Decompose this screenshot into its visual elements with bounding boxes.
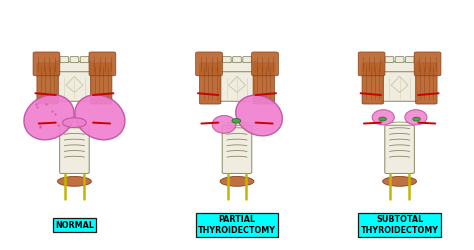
Ellipse shape [24, 95, 74, 140]
FancyBboxPatch shape [233, 57, 241, 62]
FancyBboxPatch shape [33, 52, 60, 76]
Ellipse shape [405, 110, 427, 125]
FancyBboxPatch shape [60, 57, 69, 62]
FancyBboxPatch shape [222, 57, 231, 62]
FancyBboxPatch shape [252, 52, 278, 76]
FancyBboxPatch shape [91, 63, 112, 104]
Polygon shape [219, 71, 255, 101]
Ellipse shape [372, 110, 394, 125]
FancyBboxPatch shape [385, 125, 414, 174]
FancyBboxPatch shape [60, 125, 89, 174]
Text: PARTIAL
THYROIDECTOMY: PARTIAL THYROIDECTOMY [198, 216, 276, 235]
FancyBboxPatch shape [37, 63, 58, 104]
Ellipse shape [75, 95, 125, 140]
FancyBboxPatch shape [222, 125, 252, 174]
FancyBboxPatch shape [405, 57, 414, 62]
Text: NORMAL: NORMAL [55, 221, 94, 230]
Polygon shape [381, 71, 418, 101]
FancyBboxPatch shape [416, 63, 437, 104]
FancyBboxPatch shape [80, 57, 89, 62]
Circle shape [232, 118, 241, 123]
Circle shape [379, 117, 386, 121]
FancyBboxPatch shape [358, 52, 385, 76]
Polygon shape [56, 71, 93, 101]
FancyBboxPatch shape [70, 57, 79, 62]
FancyBboxPatch shape [414, 52, 441, 76]
FancyBboxPatch shape [89, 52, 116, 76]
Ellipse shape [57, 176, 91, 186]
Ellipse shape [383, 176, 417, 186]
FancyBboxPatch shape [196, 52, 222, 76]
FancyBboxPatch shape [395, 57, 404, 62]
FancyBboxPatch shape [218, 61, 256, 72]
FancyBboxPatch shape [200, 63, 221, 104]
Ellipse shape [236, 95, 283, 136]
FancyBboxPatch shape [55, 61, 93, 72]
Text: SUBTOTAL
THYROIDECTOMY: SUBTOTAL THYROIDECTOMY [361, 216, 438, 235]
FancyBboxPatch shape [362, 63, 383, 104]
FancyBboxPatch shape [385, 57, 394, 62]
Ellipse shape [220, 176, 254, 186]
Ellipse shape [212, 116, 236, 133]
Ellipse shape [63, 118, 86, 128]
FancyBboxPatch shape [253, 63, 274, 104]
FancyBboxPatch shape [243, 57, 252, 62]
Circle shape [413, 117, 420, 121]
FancyBboxPatch shape [381, 61, 419, 72]
